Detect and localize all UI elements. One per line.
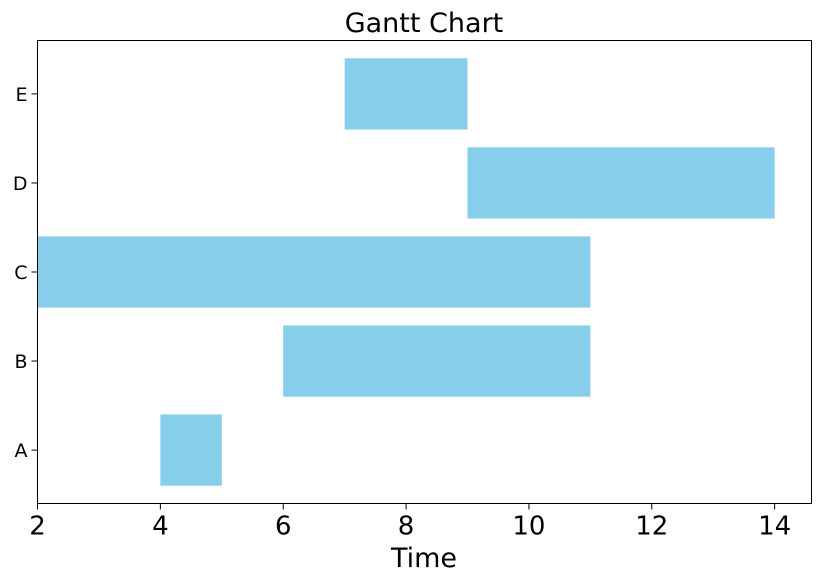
x-tick-label: 12 [635, 512, 668, 542]
y-tick-label-a: A [15, 440, 28, 462]
y-tick-label-e: E [15, 84, 27, 106]
x-tick-label: 6 [275, 512, 292, 542]
gantt-bar-c [37, 236, 591, 308]
y-tick-label-c: C [14, 262, 27, 284]
x-axis: 2 4 6 8 10 12 14 [29, 503, 791, 542]
y-tick-label-d: D [13, 173, 28, 195]
gantt-bar-b [283, 325, 591, 397]
x-axis-label: Time [390, 543, 457, 574]
y-tick-label-b: B [14, 351, 27, 373]
x-tick-label: 10 [512, 512, 545, 542]
gantt-bar-a [160, 414, 222, 486]
x-tick-label: 8 [398, 512, 415, 542]
gantt-bar-d [467, 147, 775, 219]
gantt-bar-e [344, 58, 468, 130]
x-tick-label: 14 [758, 512, 791, 542]
bars-layer [37, 58, 775, 486]
x-tick-label: 4 [152, 512, 169, 542]
chart-title: Gantt Chart [345, 8, 504, 39]
y-axis: A B C D E [13, 84, 38, 462]
x-tick-label: 2 [29, 512, 46, 542]
